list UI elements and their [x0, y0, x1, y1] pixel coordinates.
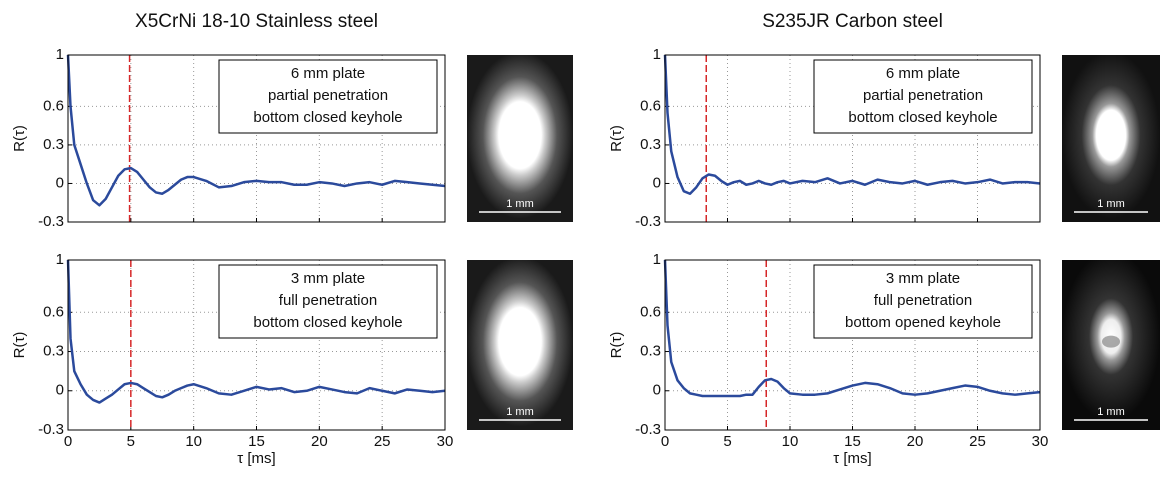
- y-tick-label: 0.3: [43, 343, 64, 360]
- inset-image: [467, 260, 573, 430]
- y-tick-label: 0.3: [43, 136, 64, 153]
- scale-label: 1 mm: [506, 406, 534, 418]
- annotation-text: 3 mm plate: [886, 270, 960, 287]
- y-axis-label: R(τ): [11, 125, 28, 152]
- data-line: [663, 54, 1041, 195]
- annotation-box: [813, 59, 1033, 134]
- scale-label: 1 mm: [506, 198, 534, 210]
- annotation-text: bottom closed keyhole: [253, 109, 402, 126]
- annotation-text: partial penetration: [863, 87, 983, 104]
- x-tick-label: 30: [1032, 433, 1049, 450]
- annotation-text: bottom opened keyhole: [845, 314, 1001, 331]
- plot-frame: [664, 54, 1041, 223]
- x-tick-label: 25: [969, 433, 986, 450]
- y-tick-label: 0.6: [43, 303, 64, 320]
- x-tick-label: 5: [127, 433, 135, 450]
- annotation-text: full penetration: [279, 292, 377, 309]
- x-tick-label: 0: [64, 433, 72, 450]
- y-axis-label: R(τ): [608, 125, 625, 152]
- annotation-box: [813, 264, 1033, 339]
- inset-image: [1062, 55, 1160, 222]
- plot-frame: [664, 259, 1041, 431]
- data-line: [66, 54, 446, 207]
- y-tick-label: 0.6: [43, 97, 64, 114]
- y-tick-label: -0.3: [38, 213, 64, 230]
- x-tick-label: 15: [844, 433, 861, 450]
- x-tick-label: 20: [311, 433, 328, 450]
- y-tick-label: 0: [653, 382, 661, 399]
- x-axis-label: τ [ms]: [833, 450, 871, 467]
- x-tick-label: 15: [248, 433, 265, 450]
- x-tick-label: 20: [907, 433, 924, 450]
- y-tick-label: 0: [56, 174, 64, 191]
- x-tick-label: 30: [437, 433, 454, 450]
- inset-image: [467, 55, 573, 222]
- y-tick-label: 1: [653, 251, 661, 268]
- annotation-text: 6 mm plate: [291, 65, 365, 82]
- x-axis-label: τ [ms]: [237, 450, 275, 467]
- annotation-box: [218, 264, 438, 339]
- data-line: [66, 259, 446, 404]
- annotation-text: bottom closed keyhole: [848, 109, 997, 126]
- y-tick-label: -0.3: [635, 421, 661, 438]
- x-tick-label: 0: [661, 433, 669, 450]
- annotation-text: 3 mm plate: [291, 270, 365, 287]
- y-tick-label: 1: [56, 46, 64, 63]
- y-tick-label: 0.6: [640, 303, 661, 320]
- plot-frame: [67, 54, 446, 223]
- inset-image-core: [1102, 335, 1120, 348]
- annotation-text: bottom closed keyhole: [253, 314, 402, 331]
- y-tick-label: 0: [56, 382, 64, 399]
- annotation-text: 6 mm plate: [886, 65, 960, 82]
- chart-title: S235JR Carbon steel: [762, 11, 943, 32]
- y-tick-label: 0.3: [640, 136, 661, 153]
- y-tick-label: 1: [653, 46, 661, 63]
- scale-label: 1 mm: [1097, 198, 1125, 210]
- x-tick-label: 5: [723, 433, 731, 450]
- annotation-box: [218, 59, 438, 134]
- y-tick-label: 1: [56, 251, 64, 268]
- plot-frame: [67, 259, 446, 431]
- scale-label: 1 mm: [1097, 406, 1125, 418]
- x-tick-label: 25: [374, 433, 391, 450]
- y-tick-label: -0.3: [38, 421, 64, 438]
- annotation-text: partial penetration: [268, 87, 388, 104]
- y-axis-label: R(τ): [11, 332, 28, 359]
- data-line: [663, 259, 1041, 398]
- annotation-text: full penetration: [874, 292, 972, 309]
- y-tick-label: 0.6: [640, 97, 661, 114]
- y-tick-label: 0.3: [640, 343, 661, 360]
- x-tick-label: 10: [185, 433, 202, 450]
- x-tick-label: 10: [782, 433, 799, 450]
- y-tick-label: 0: [653, 174, 661, 191]
- y-axis-label: R(τ): [608, 332, 625, 359]
- y-tick-label: -0.3: [635, 213, 661, 230]
- chart-title: X5CrNi 18-10 Stainless steel: [135, 11, 378, 32]
